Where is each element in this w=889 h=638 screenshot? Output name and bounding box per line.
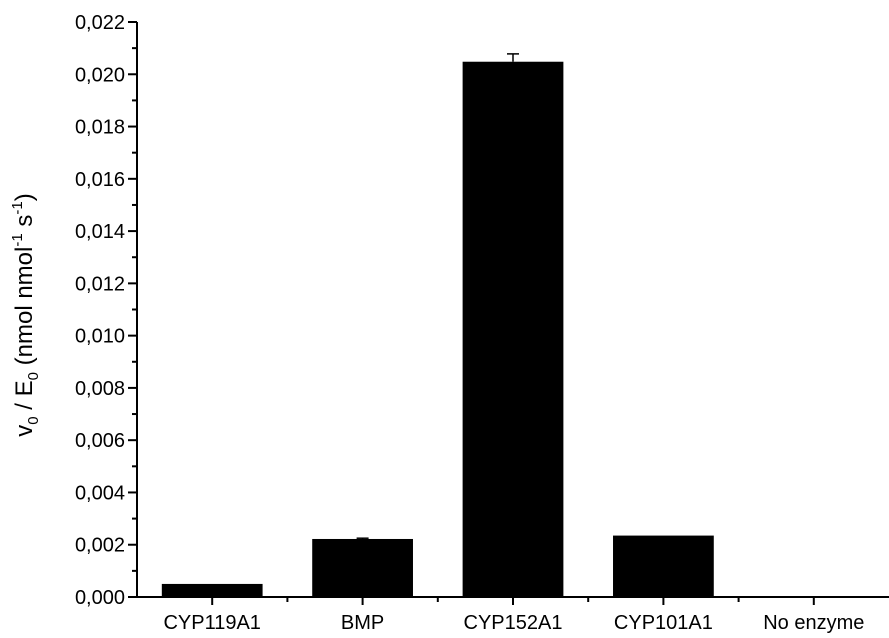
y-tick-label: 0,014 (75, 221, 125, 243)
x-category-label: CYP119A1 (163, 612, 260, 634)
y-axis: 0,000 0,002 0,004 0,006 0,008 0,010 0,012 0,014… (75, 12, 138, 609)
error-bars-group (356, 53, 519, 539)
x-category-label: CYP101A1 (614, 612, 713, 634)
y-tick-label: 0,004 (75, 482, 125, 504)
x-category-label: BMP (341, 612, 384, 634)
y-tick-label: 0,016 (75, 169, 125, 191)
y-tick-label: 0,022 (75, 12, 125, 34)
bar-cyp119a1 (161, 583, 263, 597)
y-axis-title: v0​ / E0​ (nmol nmol-1​ s-1​) (9, 193, 42, 436)
y-tick-label: 0,002 (75, 535, 125, 557)
x-category-label: CYP152A1 (464, 612, 563, 634)
y-tick-label: 0,006 (75, 430, 125, 452)
y-tick-label: 0,020 (75, 64, 125, 86)
bar-cyp152a1 (462, 61, 564, 597)
bar-bmp (312, 538, 413, 597)
bar-cyp101a1 (613, 535, 714, 597)
y-tick-label: 0,010 (75, 326, 125, 348)
x-axis: CYP119A1 BMP CYP152A1 CYP101A1 No enzyme (136, 596, 889, 634)
y-tick-label: 0,008 (75, 378, 125, 400)
y-tick-label: 0,012 (75, 273, 125, 295)
y-tick-label: 0,000 (75, 587, 125, 609)
x-category-label: No enzyme (763, 612, 864, 634)
bars-group (161, 61, 714, 597)
y-tick-label: 0,018 (75, 117, 125, 139)
